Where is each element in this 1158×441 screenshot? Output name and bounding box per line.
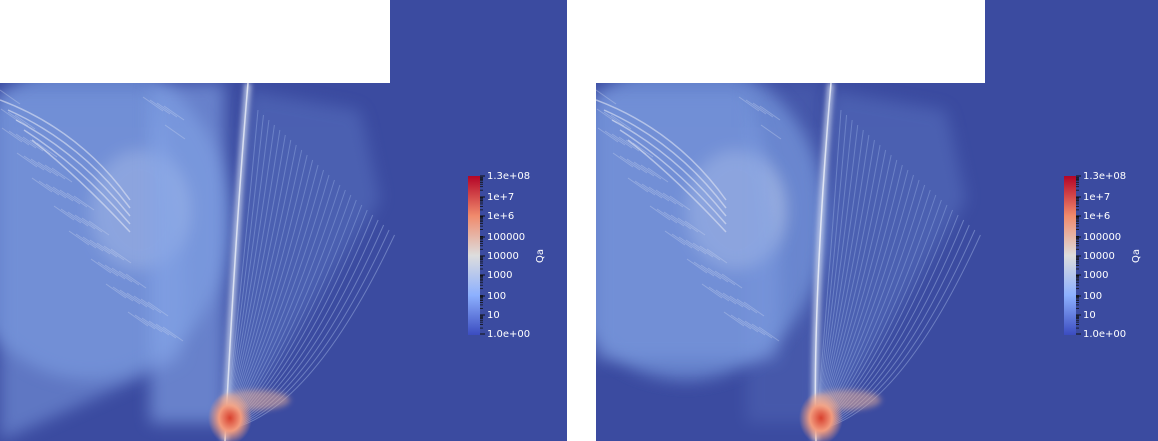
colorbar-label: 1.0e+00: [1083, 329, 1126, 340]
field-band: [746, 83, 821, 423]
colorbar-title: Qa: [535, 249, 546, 263]
colorbar-label: 1.0e+00: [487, 329, 530, 340]
colorbar-label: 1.3e+08: [487, 171, 530, 182]
colorbar-label: 10: [487, 310, 500, 321]
colorbar-label: 1.3e+08: [1083, 171, 1126, 182]
colorbar-label: 10000: [1083, 251, 1115, 262]
colorbar-label: 1000: [487, 270, 512, 281]
colorbar: [468, 176, 480, 335]
colorbar-label: 100000: [1083, 232, 1121, 243]
colorbar-label: 100: [1083, 291, 1102, 302]
render-panel: 1.3e+08 1e+7 1e+6 100000 10000 1000 100 10 1.0e+…: [0, 0, 567, 441]
page: 1.3e+08 1e+7 1e+6 100000 10000 1000 100 10 1.0e+…: [0, 0, 1158, 441]
colorbar-label: 100: [487, 291, 506, 302]
render-panel: 1.3e+08 1e+7 1e+6 100000 10000 1000 100 10 1.0e+…: [546, 0, 1158, 441]
colorbar-label: 10000: [487, 251, 519, 262]
colorbar-label: 1000: [1083, 270, 1108, 281]
colorbar-label: 1e+7: [1083, 192, 1110, 203]
colorbar-label: 1e+7: [487, 192, 514, 203]
colorbar-label: 1e+6: [487, 211, 514, 222]
hot-spot: [811, 390, 881, 410]
colorbar-label: 1e+6: [1083, 211, 1110, 222]
colorbar-label: 100000: [487, 232, 525, 243]
hot-spot: [220, 390, 290, 410]
visualization: 1.3e+08 1e+7 1e+6 100000 10000 1000 100 10 1.0e+…: [0, 0, 1158, 441]
colorbar: [1064, 176, 1076, 335]
colorbar-label: 10: [1083, 310, 1096, 321]
colorbar-title: Qa: [1131, 249, 1142, 263]
field-band: [150, 83, 225, 423]
